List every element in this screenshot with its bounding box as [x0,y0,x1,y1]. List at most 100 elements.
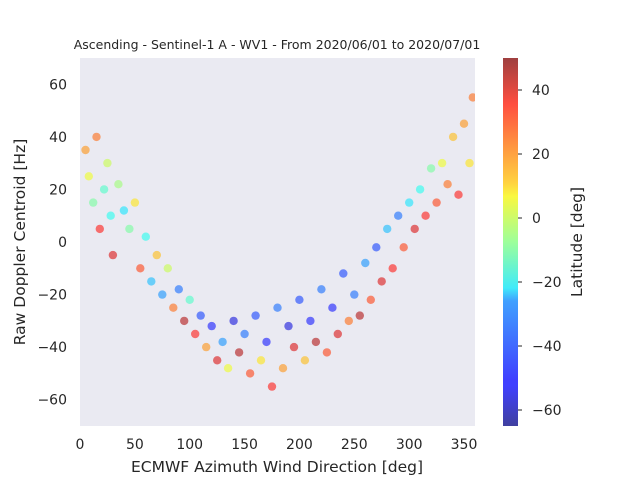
scatter-point [273,303,282,312]
scatter-point [328,303,337,312]
scatter-point [191,329,200,339]
colorbar-tick-label: −40 [532,339,562,355]
x-axis-label: ECMWF Azimuth Wind Direction [deg] [131,458,423,476]
y-tick-label: −60 [37,393,67,409]
scatter-point [251,311,260,320]
scatter-point [437,158,447,168]
scatter-point [89,198,98,207]
scatter-point [213,356,222,365]
scatter-point [405,198,414,207]
scatter-point [262,337,271,347]
scatter-point [114,180,123,189]
x-tick-label: 150 [231,437,258,453]
scatter-point [245,369,255,378]
colorbar-ticks: −60 −40 −20 0 20 40 [518,83,562,419]
y-axis-label: Raw Doppler Centroid [Hz] [11,139,29,346]
scatter-point [448,132,458,142]
scatter-point [432,198,441,207]
scatter-point [443,180,452,189]
scatter-points [81,93,475,391]
scatter-point [180,316,189,326]
scatter-point [147,277,156,286]
y-tick-label: 0 [58,235,67,251]
scatter-point [136,264,145,273]
scatter-point [95,224,105,234]
scatter-point [383,224,392,234]
scatter-point [196,311,205,320]
colorbar [503,58,518,426]
plot-area [80,58,475,426]
scatter-point [300,356,310,365]
scatter-point [454,190,463,199]
scatter-point [322,348,332,357]
scatter-point [295,295,304,304]
scatter-point [119,206,129,215]
scatter-point [218,337,227,347]
scatter-point [106,211,115,220]
scatter-point [169,303,178,312]
scatter-point [468,93,475,102]
scatter-point [163,264,172,273]
scatter-point [207,321,216,331]
scatter-point [306,316,315,326]
scatter-point [289,342,299,352]
scatter-point [229,316,238,326]
scatter-point [267,382,277,391]
colorbar-tick-label: −20 [532,275,562,291]
y-tick-label: −20 [37,288,67,304]
x-tick-label: 50 [126,437,144,453]
y-tick-label: −40 [37,340,67,356]
scatter-point [108,250,118,260]
scatter-point [130,198,140,207]
x-tick-label: 300 [396,437,423,453]
scatter-point [350,290,359,299]
scatter-point [152,250,161,260]
scatter-point [141,232,150,241]
scatter-point [361,258,370,268]
y-tick-label: 20 [49,182,67,198]
scatter-point [465,158,474,168]
y-tick-label: 60 [49,77,67,93]
x-tick-label: 100 [176,437,203,453]
scatter-point [185,295,194,304]
scatter-point [355,311,364,320]
colorbar-tick-label: 0 [532,211,541,227]
scatter-point [240,329,249,339]
scatter-point [399,243,408,252]
scatter-point [426,164,436,173]
y-tick-label: 40 [49,130,67,146]
scatter-point [174,285,183,294]
scatter-point [256,356,266,365]
chart-title: Ascending - Sentinel-1 A - WV1 - From 20… [74,37,481,52]
scatter-point [158,290,167,299]
scatter-point [317,285,326,294]
scatter-point [339,269,348,278]
colorbar-tick-label: 40 [532,83,550,99]
colorbar-tick-label: 20 [532,147,550,163]
scatter-point [99,185,109,194]
colorbar-tick-label: −60 [532,403,562,419]
scatter-point [394,211,403,220]
scatter-point [459,119,469,128]
scatter-point [344,316,353,326]
scatter-point [278,364,288,373]
scatter-point [372,243,381,252]
scatter-point [234,348,244,357]
scatter-point [125,224,134,234]
x-axis-ticks: 0 50 100 150 200 250 300 350 [76,437,478,453]
x-tick-label: 250 [341,437,368,453]
scatter-point [421,211,430,220]
scatter-point [377,277,386,286]
scatter-point [223,364,233,373]
scatter-point [415,185,425,194]
scatter-point [366,295,375,304]
scatter-point [311,337,321,347]
scatter-point [410,224,419,234]
scatter-point [388,264,397,273]
scatter-point [333,329,342,339]
x-tick-label: 0 [76,437,85,453]
scatter-point [284,321,293,331]
scatter-point [103,158,112,168]
x-tick-label: 350 [451,437,478,453]
